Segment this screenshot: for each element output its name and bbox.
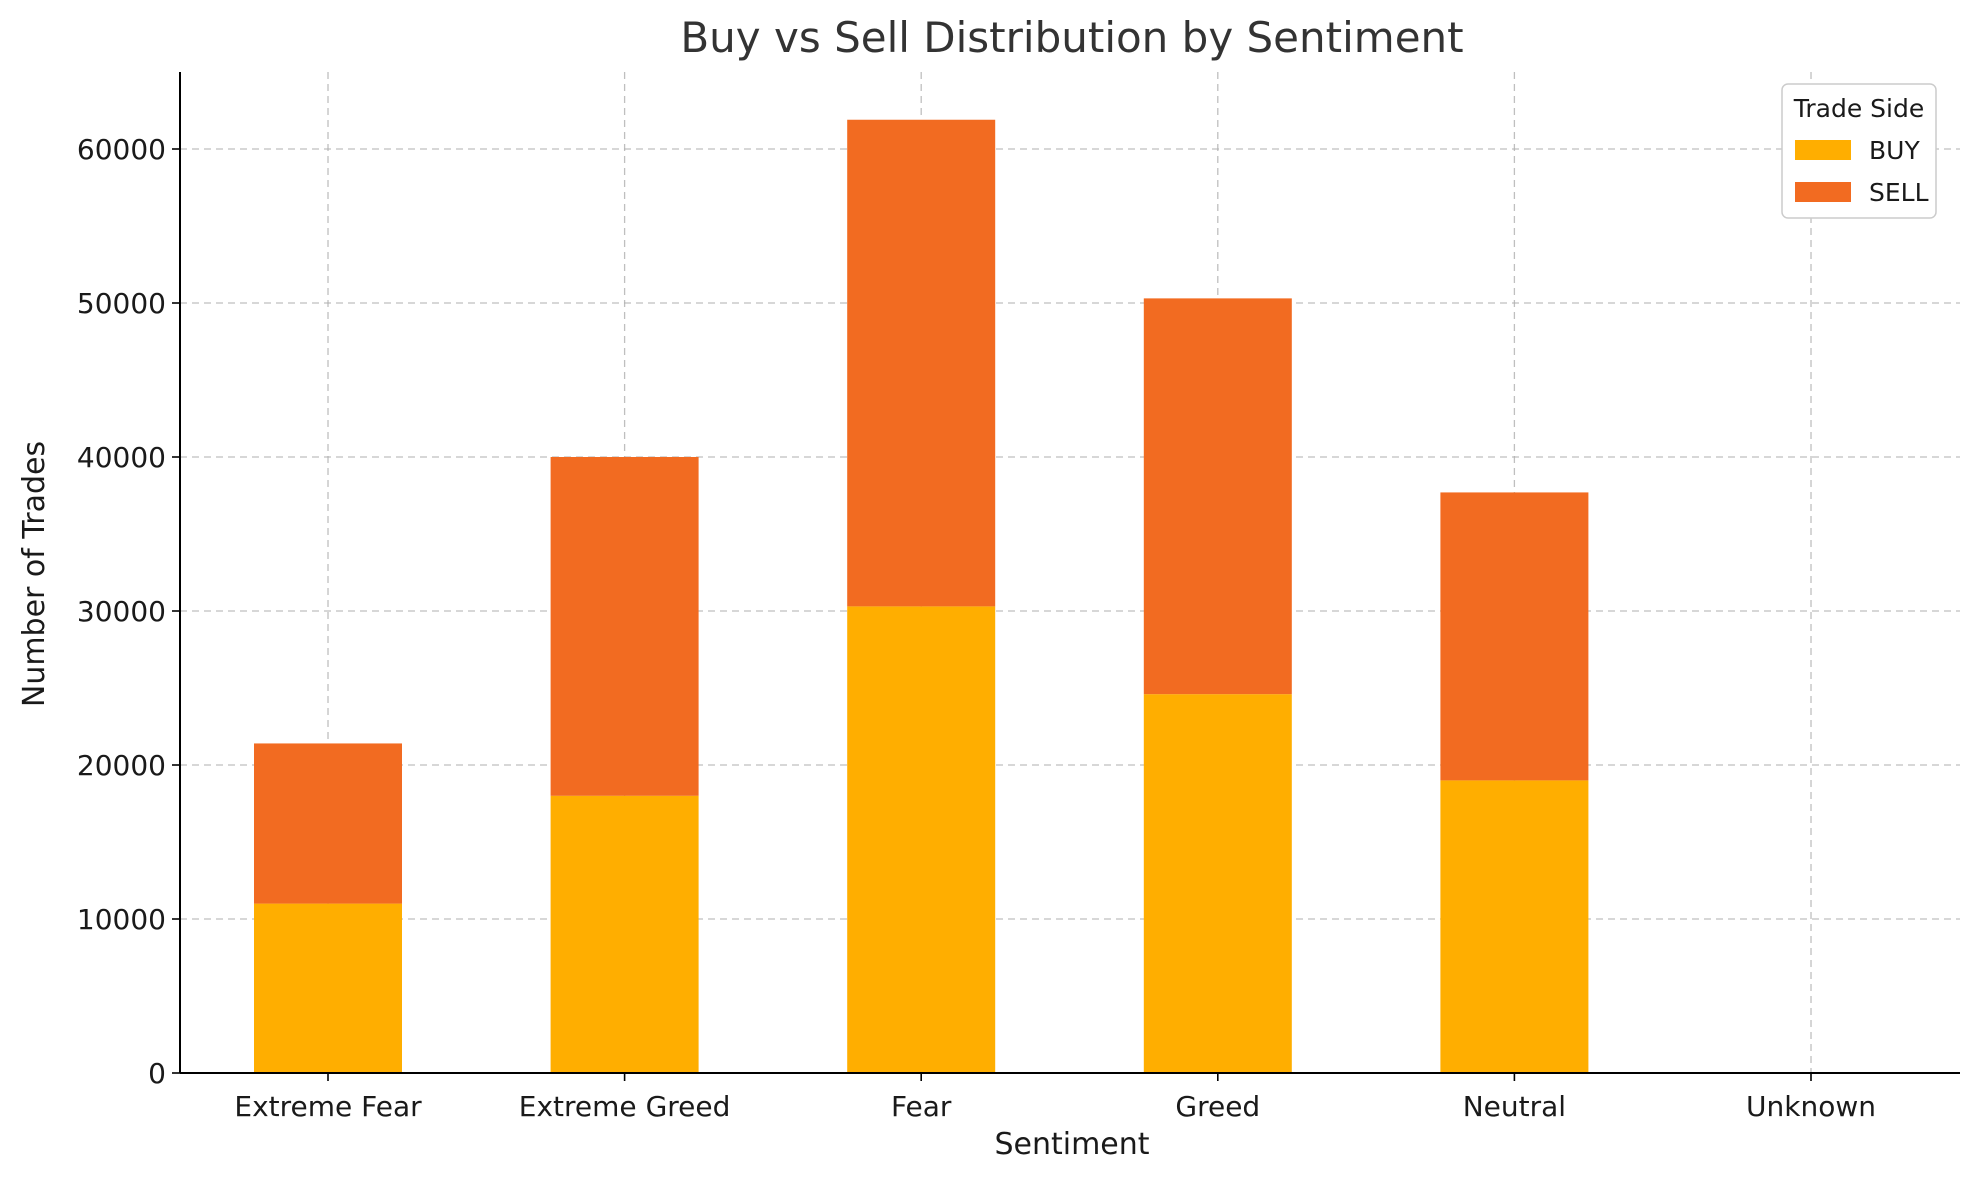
bars [254,119,1589,1073]
y-tick-label: 40000 [77,441,166,474]
x-axis-title: Sentiment [994,1127,1149,1162]
bar-buy [847,606,996,1073]
y-tick-label: 20000 [77,749,166,782]
legend-title: Trade Side [1793,94,1924,123]
legend: Trade Side BUY SELL [1781,83,1937,219]
tick-labels: 0 10000 20000 30000 40000 50000 60000 Extreme F… [77,133,1876,1123]
bar-sell [550,457,699,796]
x-tick-label: Fear [891,1090,952,1123]
bar-buy [550,795,699,1073]
bar-sell [847,119,996,607]
legend-label-sell: SELL [1869,178,1929,207]
chart-title: Buy vs Sell Distribution by Sentiment [680,13,1463,62]
y-tick-label: 30000 [77,595,166,628]
legend-swatch-buy [1795,140,1851,160]
bar-sell [1440,492,1589,781]
y-tick-label: 60000 [77,133,166,166]
legend-label-buy: BUY [1869,136,1920,165]
grid [180,72,1960,1073]
axes [172,72,1960,1081]
bar-sell [254,743,402,904]
legend-swatch-sell [1795,182,1851,202]
bar-buy [254,903,402,1073]
x-tick-label: Extreme Fear [234,1090,422,1123]
x-tick-label: Unknown [1746,1090,1876,1123]
y-tick-label: 10000 [77,903,166,936]
bar-buy [1440,780,1589,1073]
x-tick-label: Neutral [1463,1090,1566,1123]
x-tick-label: Extreme Greed [519,1090,731,1123]
bar-buy [1143,694,1292,1073]
y-tick-label: 50000 [77,287,166,320]
bar-sell [1143,298,1292,695]
y-tick-label: 0 [148,1057,166,1090]
y-axis-title: Number of Trades [17,441,52,707]
x-tick-label: Greed [1175,1090,1260,1123]
